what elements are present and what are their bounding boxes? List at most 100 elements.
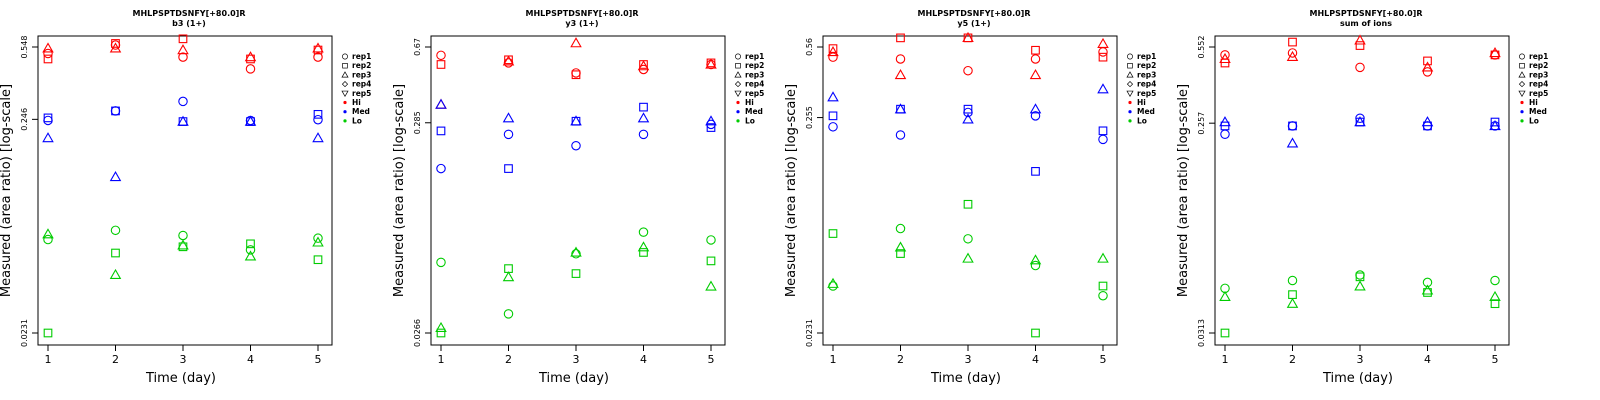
data-point-med-rep3 [1219,116,1231,127]
data-point-med-rep3 [109,171,122,182]
chart-title: MHLPSPTDSNFY[+80.0]R [1310,9,1423,18]
x-tick-label: 5 [315,353,322,366]
data-point-med-rep2 [639,102,648,112]
data-point-lo-rep3 [1219,290,1231,301]
data-point-lo-rep3 [705,280,717,291]
legend-triangle-down-icon [1518,90,1526,97]
y-tick-label: 0.67 [413,38,422,56]
chart-subtitle: b3 (1+) [172,19,206,28]
data-point-med-rep2 [313,109,323,119]
data-point-med-rep2 [706,123,716,132]
data-point-med-rep3 [1489,119,1501,131]
legend-dot-icon [1520,110,1524,114]
data-point-hi-rep1 [43,48,53,59]
data-point-hi-rep2 [571,70,581,80]
data-point-med-rep2 [1031,167,1040,176]
data-point-med-rep2 [1098,126,1108,136]
data-point-lo-rep3 [177,239,189,250]
data-point-med-rep1 [1030,111,1041,121]
data-point-med-rep1 [895,130,906,140]
data-point-hi-rep2 [1355,41,1365,50]
data-point-lo-rep3 [1029,254,1042,265]
data-point-lo-rep3 [570,246,582,257]
y-tick-label: 0.0231 [805,319,814,347]
data-point-lo-rep1 [43,234,53,245]
data-point-hi-rep3 [502,55,515,66]
x-tick-label: 1 [438,353,445,366]
legend-dot-icon [736,119,740,123]
data-point-lo-rep1 [1030,260,1041,271]
x-axis-label: Time (day) [145,371,216,386]
chart-panel-b3: MHLPSPTDSNFY[+80.0]R b3 (1+) 1 2 3 4 5 0.0231 0.… [0,0,400,400]
data-point-lo-rep1 [571,249,581,259]
x-tick-label: 2 [1289,353,1296,366]
y-axis-label: Measured (area ratio) [log-scale] [0,84,14,297]
data-point-lo-rep3 [827,277,839,288]
data-point-lo-rep1 [1287,275,1298,286]
data-point-med-rep1 [1220,129,1230,139]
data-point-hi-rep1 [1422,67,1433,77]
legend-dot-icon [1128,100,1132,105]
data-point-lo-rep2 [1288,290,1297,299]
data-point-med-rep2 [504,164,513,173]
y-tick-label: 0.246 [20,108,29,131]
data-point-med-rep1 [436,163,446,174]
legend-label: rep4 [1529,80,1548,89]
y-axis-label: Measured (area ratio) [log-scale] [1177,84,1191,297]
data-point-med-rep3 [177,115,189,126]
x-tick-label: 4 [1424,353,1431,366]
legend-label: rep5 [745,89,764,98]
legend-square-icon [735,63,741,69]
data-point-hi-rep2 [1098,52,1108,62]
chart-title: MHLPSPTDSNFY[+80.0]R [526,9,639,18]
data-point-lo-rep3 [312,236,324,247]
chart-svg-y5: MHLPSPTDSNFY[+80.0]Ry5 (1+) 1 2 3 4 5 0.0231 0.… [785,9,1156,386]
x-tick-label: 3 [180,353,187,366]
data-point-med-rep3 [637,112,650,123]
data-point-lo-rep2 [1098,281,1108,291]
data-point-hi-rep1 [436,50,446,61]
y-tick-label: 0.548 [20,36,29,59]
data-point-hi-rep2 [1288,37,1297,47]
legend-label: rep2 [1137,61,1156,70]
data-point-hi-rep3 [42,42,54,53]
data-point-hi-rep1 [1030,54,1041,64]
data-point-lo-rep1 [503,309,514,319]
x-tick-label: 3 [573,353,580,366]
data-point-hi-rep2 [178,34,188,44]
data-point-lo-rep3 [1489,290,1501,301]
data-point-hi-rep3 [1029,69,1042,80]
legend-dot-icon [736,100,740,105]
data-point-hi-rep2 [1031,45,1040,55]
data-point-med-rep3 [1354,116,1366,127]
data-point-lo-rep2 [639,248,648,257]
data-point-hi-rep3 [1354,34,1366,45]
data-point-med-rep3 [312,132,324,143]
legend-diamond-icon [1518,81,1526,88]
legend-dot-icon [1520,119,1524,123]
data-point-hi-rep3 [244,51,257,62]
data-point-med-rep3 [827,91,839,102]
legend-circle-icon [1127,53,1133,60]
data-point-lo-rep2 [571,269,581,278]
legend-label: rep2 [352,61,371,70]
x-tick-label: 3 [965,353,972,366]
legend-label: rep4 [745,80,764,89]
x-tick-label: 2 [897,353,904,366]
legend-label: Hi [352,98,361,107]
data-point-med-rep1 [43,115,53,126]
data-point-hi-rep3 [705,58,717,69]
data-point-hi-rep3 [1286,50,1299,62]
data-point-hi-rep1 [178,52,188,62]
data-point-med-rep3 [1286,137,1299,148]
legend-label: Lo [745,116,755,125]
legend-triangle-down-icon [1126,90,1134,97]
data-point-hi-rep2 [43,54,53,64]
data-point-med-rep2 [111,106,120,116]
legend-label: rep2 [745,61,764,70]
legend-label: Med [1529,107,1547,116]
data-point-hi-rep3 [827,46,839,57]
x-tick-label: 5 [708,353,715,366]
